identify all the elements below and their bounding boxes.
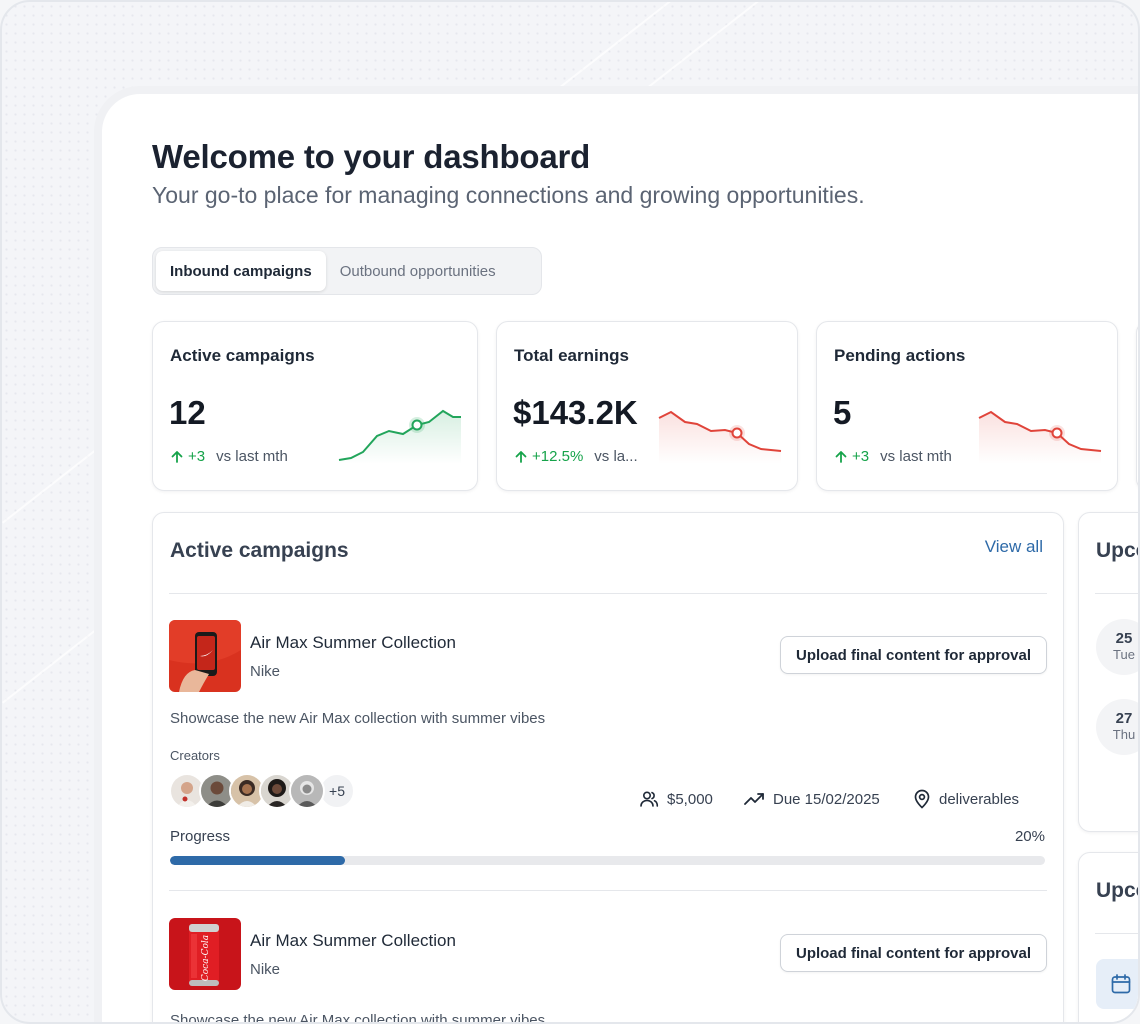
arrow-up-icon (835, 450, 847, 463)
delta-value: +3 (188, 448, 206, 465)
sparkline-pending-actions (978, 410, 1102, 464)
delta-comparison: vs la... (594, 448, 638, 465)
stat-delta: +3 vs last mth (170, 448, 288, 465)
upcoming-heading: Upcoming (1096, 879, 1138, 902)
date-day: 25 (1115, 630, 1133, 647)
upcoming-events-card: Upcoming 25 Tue 27 Thu (1078, 512, 1138, 832)
delta-comparison: vs last mth (880, 448, 952, 465)
campaign-due-date: Due 15/02/2025 (743, 789, 880, 809)
sparkline-marker (731, 427, 743, 439)
delta-positive: +3 (834, 448, 869, 465)
upload-content-button[interactable]: Upload final content for approval (779, 636, 1047, 674)
stat-delta: +3 vs last mth (834, 448, 952, 465)
dashboard-panel: Welcome to your dashboard Your go-to pla… (94, 86, 1138, 1024)
upcoming-deadlines-card: Upcoming (1078, 852, 1138, 1022)
date-weekday: Tue (1113, 647, 1135, 662)
page-subtitle: Your go-to place for managing connection… (152, 182, 865, 208)
date-badge[interactable]: 27 Thu (1096, 699, 1138, 755)
trending-up-icon (744, 793, 764, 805)
active-campaigns-card: Active campaigns View all Air Max Summer… (152, 512, 1064, 1024)
divider (169, 890, 1047, 891)
campaign-description: Showcase the new Air Max collection with… (170, 1012, 546, 1024)
divider (1095, 593, 1138, 594)
sparkline-marker (411, 419, 423, 431)
campaign-title[interactable]: Air Max Summer Collection (250, 931, 456, 950)
campaign-deliverables: deliverables (913, 789, 1019, 809)
sparkline-line (658, 410, 782, 452)
campaigns-heading: Active campaigns (170, 539, 349, 562)
calendar-icon (1111, 974, 1131, 994)
date-badge[interactable]: 25 Tue (1096, 619, 1138, 675)
stat-value: 12 (169, 394, 206, 431)
upcoming-heading: Upcoming (1096, 539, 1138, 562)
arrow-up-icon (171, 450, 183, 463)
sparkline-line (978, 410, 1102, 452)
users-icon (640, 791, 659, 807)
map-pin-icon (914, 789, 930, 809)
deliverables-value: deliverables (939, 790, 1020, 808)
progress-percent: 20% (1014, 828, 1045, 845)
avatar[interactable] (199, 773, 235, 809)
delta-comparison: vs last mth (216, 448, 288, 465)
arrow-up-icon (515, 450, 527, 463)
view-all-link[interactable]: View all (984, 537, 1043, 556)
date-weekday: Thu (1112, 727, 1136, 742)
campaign-brand: Nike (250, 961, 281, 978)
tab-inbound-campaigns[interactable]: Inbound campaigns (156, 251, 326, 291)
sparkline-line (338, 409, 461, 461)
date-day: 27 (1115, 710, 1133, 727)
sparkline-total-earnings (658, 410, 782, 464)
budget-value: $5,000 (667, 790, 713, 808)
stat-label: Total earnings (514, 346, 629, 365)
divider (1095, 933, 1138, 934)
campaign-description: Showcase the new Air Max collection with… (170, 710, 546, 727)
sparkline-marker (1051, 427, 1063, 439)
campaign-title[interactable]: Air Max Summer Collection (250, 633, 456, 652)
more-creators-badge[interactable]: +5 (319, 773, 355, 809)
tab-outbound-opportunities[interactable]: Outbound opportunities (339, 262, 496, 280)
progress-bar (170, 856, 1045, 865)
creators-label: Creators (170, 748, 220, 763)
stat-value: 5 (833, 394, 852, 431)
upload-content-button[interactable]: Upload final content for approval (779, 934, 1047, 972)
delta-value: +3 (852, 448, 870, 465)
page-title: Welcome to your dashboard (152, 138, 591, 175)
stat-card-active-campaigns: Active campaigns 12 +3 vs last mth (152, 321, 478, 491)
stat-label: Pending actions (834, 346, 966, 365)
stat-card-pending-actions: Pending actions 5 +3 vs last mth (816, 321, 1118, 491)
stat-label: Active campaigns (170, 346, 315, 365)
stat-card-partial (1136, 321, 1138, 491)
svg-text:Coca-Cola: Coca-Cola (201, 935, 211, 981)
campaign-budget: $5,000 (639, 789, 713, 809)
campaign-thumbnail-coca-cola[interactable]: Coca-Cola (169, 918, 241, 990)
sparkline-active-campaigns (338, 409, 461, 464)
due-date-value: Due 15/02/2025 (773, 790, 880, 808)
progress-label: Progress (170, 828, 231, 845)
delta-positive: +12.5% (514, 448, 583, 465)
campaign-thumbnail-nike[interactable] (169, 620, 241, 692)
stat-card-total-earnings: Total earnings $143.2K +12.5% vs la... (496, 321, 798, 491)
creator-avatars[interactable]: +5 (169, 773, 355, 809)
campaign-tabs: Inbound campaigns Outbound opportunities (152, 247, 542, 295)
stat-delta: +12.5% vs la... (514, 448, 638, 465)
delta-value: +12.5% (532, 448, 584, 465)
divider (169, 593, 1047, 594)
delta-positive: +3 (170, 448, 205, 465)
stat-value: $143.2K (513, 394, 638, 431)
avatar[interactable] (289, 773, 325, 809)
campaign-brand: Nike (250, 663, 281, 680)
calendar-icon-box (1096, 959, 1138, 1009)
progress-fill (170, 856, 345, 865)
